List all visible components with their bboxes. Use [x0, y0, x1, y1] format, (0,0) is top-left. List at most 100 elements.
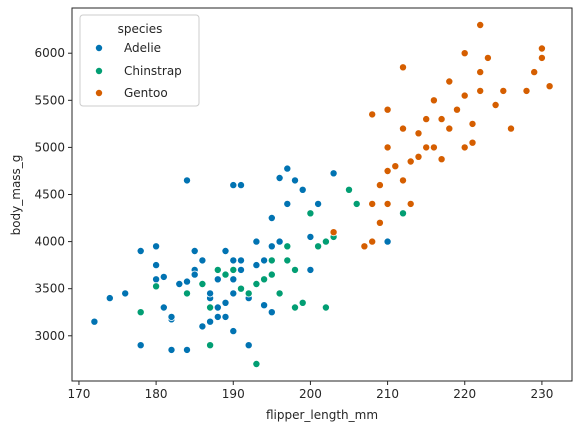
point-adelie-39 — [236, 256, 245, 265]
point-adelie-17 — [182, 277, 191, 286]
point-chinstrap-11 — [252, 359, 261, 368]
point-adelie-45 — [252, 237, 261, 246]
point-gentoo-26 — [460, 91, 469, 100]
x-axis-label: flipper_length_mm — [266, 408, 378, 422]
y-tick-label-5500: 5500 — [34, 93, 65, 107]
x-tick-label-230: 230 — [530, 387, 553, 401]
point-chinstrap-21 — [298, 298, 307, 307]
point-adelie-36 — [229, 256, 238, 265]
legend-label-chinstrap: Chinstrap — [124, 64, 182, 78]
point-adelie-34 — [229, 289, 238, 298]
point-gentoo-5 — [375, 181, 384, 190]
legend: species Adelie Chinstrap Gentoo — [79, 14, 200, 107]
legend-marker-adelie — [95, 44, 104, 53]
point-chinstrap-3 — [198, 279, 207, 288]
point-gentoo-12 — [406, 157, 415, 166]
point-adelie-51 — [275, 173, 284, 182]
point-gentoo-13 — [406, 199, 415, 208]
point-adelie-4 — [136, 246, 145, 255]
point-adelie-53 — [283, 199, 292, 208]
point-adelie-33 — [221, 298, 230, 307]
point-adelie-55 — [290, 176, 299, 185]
point-adelie-44 — [252, 261, 261, 270]
point-adelie-50 — [267, 242, 276, 251]
point-gentoo-31 — [483, 53, 492, 62]
point-adelie-22 — [198, 322, 207, 331]
legend-title: species — [118, 22, 163, 36]
point-gentoo-27 — [468, 138, 477, 147]
point-chinstrap-19 — [290, 303, 299, 312]
point-adelie-30 — [213, 312, 222, 321]
point-adelie-5 — [152, 275, 161, 284]
point-gentoo-18 — [429, 143, 438, 152]
point-adelie-6 — [152, 242, 161, 251]
point-gentoo-43 — [383, 105, 392, 114]
point-adelie-9 — [159, 272, 168, 281]
point-gentoo-8 — [383, 143, 392, 152]
point-adelie-8 — [159, 303, 168, 312]
point-chinstrap-29 — [398, 209, 407, 218]
point-gentoo-30 — [476, 68, 485, 77]
point-adelie-16 — [182, 345, 191, 354]
x-tick-label-220: 220 — [453, 387, 476, 401]
x-tick-label-190: 190 — [222, 387, 245, 401]
point-chinstrap-8 — [229, 265, 238, 274]
point-gentoo-1 — [360, 242, 369, 251]
point-gentoo-23 — [445, 77, 454, 86]
x-axis-ticks: 170 180 190 200 210 220 230 — [67, 381, 553, 401]
point-adelie-32 — [221, 312, 230, 321]
point-chinstrap-13 — [260, 275, 269, 284]
y-tick-label-5000: 5000 — [34, 140, 65, 154]
point-gentoo-21 — [437, 115, 446, 124]
point-gentoo-35 — [522, 86, 531, 95]
point-gentoo-37 — [537, 53, 546, 62]
point-adelie-20 — [190, 270, 199, 279]
legend-box — [79, 14, 200, 107]
point-gentoo-16 — [422, 143, 431, 152]
point-chinstrap-4 — [206, 341, 215, 350]
point-adelie-0 — [90, 317, 99, 326]
point-adelie-56 — [298, 185, 307, 194]
point-gentoo-20 — [437, 155, 446, 164]
y-tick-label-3000: 3000 — [34, 329, 65, 343]
point-gentoo-6 — [383, 199, 392, 208]
y-tick-label-3500: 3500 — [34, 282, 65, 296]
point-adelie-15 — [182, 176, 191, 185]
point-chinstrap-5 — [206, 303, 215, 312]
point-gentoo-3 — [368, 199, 377, 208]
point-adelie-49 — [267, 213, 276, 222]
point-chinstrap-20 — [290, 265, 299, 274]
point-adelie-24 — [206, 317, 215, 326]
y-tick-label-6000: 6000 — [34, 46, 65, 60]
point-gentoo-17 — [422, 115, 431, 124]
point-adelie-12 — [167, 345, 176, 354]
point-gentoo-29 — [476, 86, 485, 95]
point-gentoo-15 — [414, 129, 423, 138]
point-adelie-37 — [229, 275, 238, 284]
point-gentoo-36 — [530, 68, 539, 77]
data-points — [90, 20, 554, 368]
point-gentoo-2 — [368, 237, 377, 246]
point-gentoo-41 — [460, 49, 469, 58]
point-adelie-1 — [105, 294, 114, 303]
point-chinstrap-15 — [267, 256, 276, 265]
point-chinstrap-24 — [321, 303, 330, 312]
point-adelie-47 — [260, 301, 269, 310]
point-chinstrap-25 — [321, 237, 330, 246]
point-gentoo-24 — [452, 105, 461, 114]
point-chinstrap-0 — [136, 308, 145, 317]
point-chinstrap-17 — [283, 242, 292, 251]
point-adelie-54 — [283, 164, 292, 173]
point-adelie-58 — [306, 232, 315, 241]
point-adelie-7 — [152, 261, 161, 270]
legend-marker-chinstrap — [95, 67, 104, 76]
point-chinstrap-27 — [344, 185, 353, 194]
point-gentoo-33 — [499, 86, 508, 95]
x-tick-label-170: 170 — [67, 387, 90, 401]
y-axis-ticks: 3000 3500 4000 4500 5000 5500 6000 — [34, 46, 72, 343]
point-adelie-11 — [167, 312, 176, 321]
point-gentoo-34 — [506, 124, 515, 133]
point-adelie-42 — [244, 341, 253, 350]
point-chinstrap-14 — [267, 270, 276, 279]
